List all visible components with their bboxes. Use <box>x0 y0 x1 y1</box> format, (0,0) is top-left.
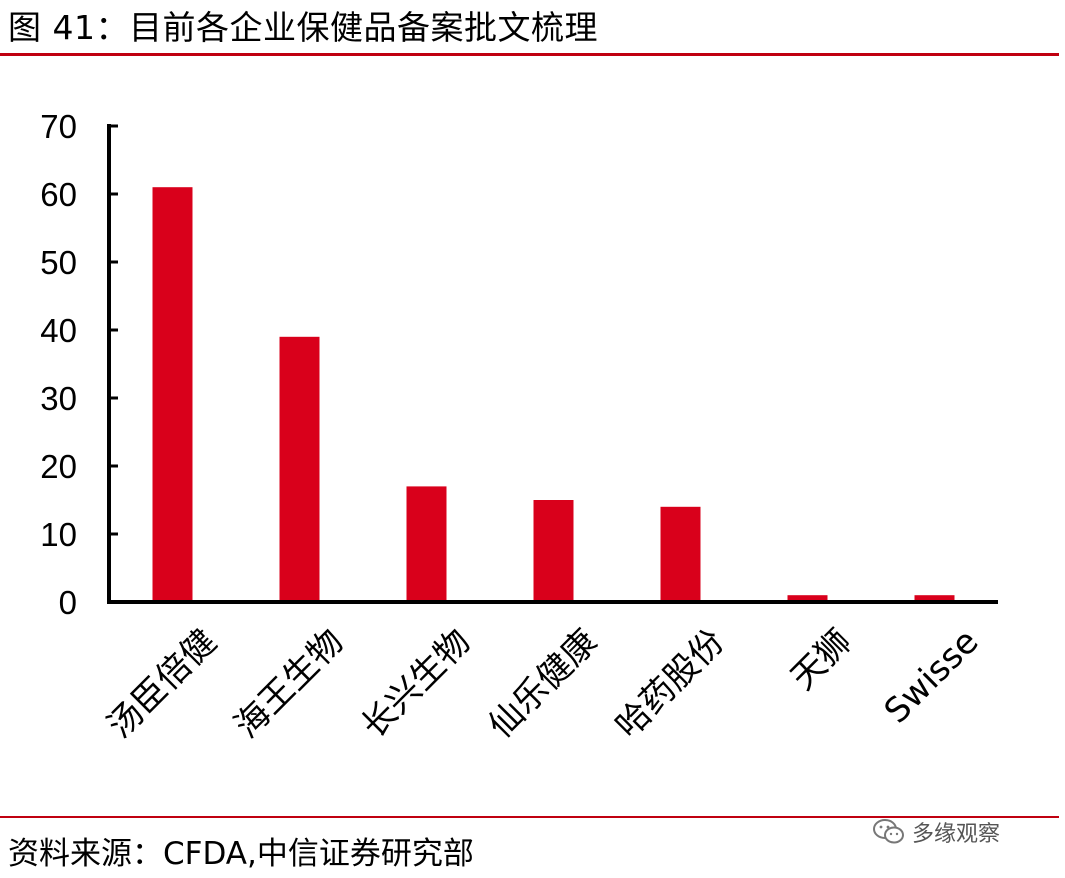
bar-7 <box>914 595 955 602</box>
y-tick-label: 70 <box>40 108 77 145</box>
y-tick-label: 10 <box>40 516 77 553</box>
y-tick-label: 0 <box>59 584 77 621</box>
watermark: 多缘观察 <box>872 812 1000 852</box>
source-note: 资料来源：CFDA,中信证券研究部 <box>8 836 474 872</box>
x-category-label: 仙乐健康 <box>481 622 605 746</box>
x-category-label: 长兴生物 <box>354 622 478 746</box>
source-rule <box>0 816 1059 818</box>
bar-4 <box>533 500 574 602</box>
bar-5 <box>660 506 701 602</box>
x-category-label: 汤臣倍健 <box>100 622 224 746</box>
bar-6 <box>787 595 828 602</box>
wechat-icon <box>872 818 906 846</box>
bar-3 <box>406 486 447 602</box>
title-rule <box>0 53 1059 56</box>
watermark-text: 多缘观察 <box>912 822 1001 847</box>
x-category-label: 哈药股份 <box>608 622 732 746</box>
y-tick-label: 60 <box>40 176 77 213</box>
bar-1 <box>152 187 193 602</box>
figure-title: 图 41：目前各企业保健品备案批文梳理 <box>8 8 598 47</box>
bar-2 <box>279 336 320 602</box>
y-tick-label: 20 <box>40 448 77 485</box>
y-tick-label: 40 <box>40 312 77 349</box>
x-category-label: 天狮 <box>783 622 859 698</box>
x-category-label: Swisse <box>877 622 987 732</box>
y-tick-label: 50 <box>40 244 77 281</box>
y-tick-label: 30 <box>40 380 77 417</box>
bar-chart: 0 10 20 30 40 50 60 70 汤臣倍健 海王生物 长兴生物 仙乐健康 哈药股份 天狮 Swi… <box>40 108 998 746</box>
x-category-label: 海王生物 <box>227 622 351 746</box>
